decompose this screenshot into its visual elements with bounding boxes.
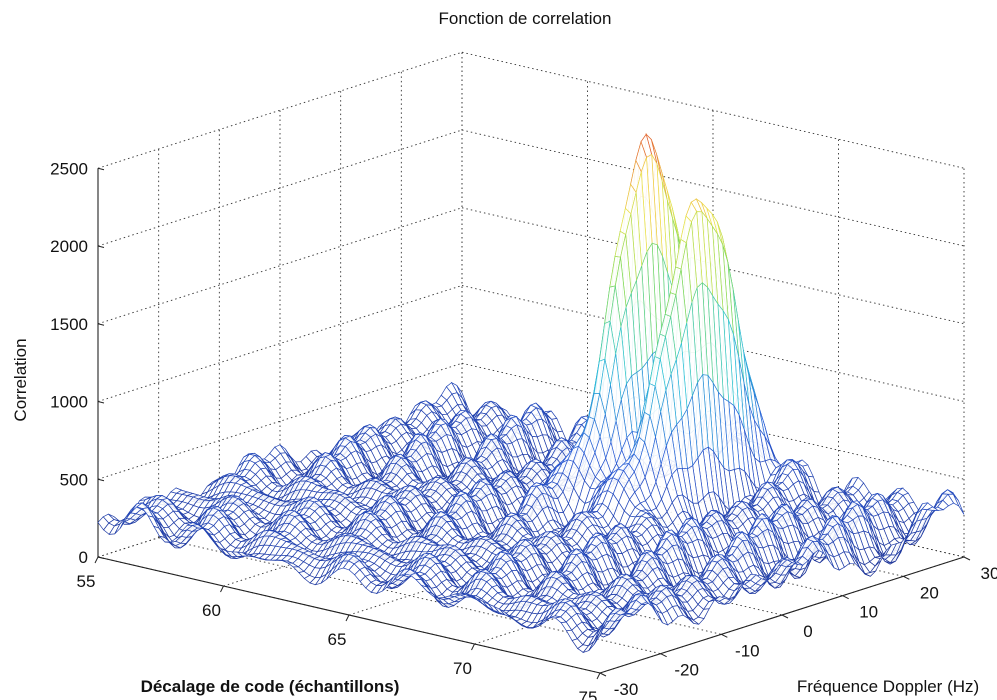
grid-line-z-left (97, 285, 463, 402)
grid-line-z-left (97, 207, 463, 325)
surface-mesh (97, 133, 965, 654)
grid-line-z-left (97, 51, 463, 169)
grid-line-x-floor (223, 469, 588, 587)
grid-line-z-back (461, 51, 965, 169)
